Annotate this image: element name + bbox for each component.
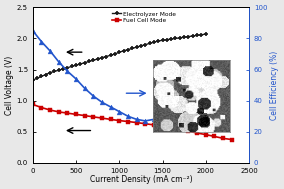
Fuel Cell Mode: [66, 112, 69, 114]
Electrolyzer Mode: [143, 43, 147, 46]
Electrolyzer Mode: [74, 64, 78, 66]
Y-axis label: Cell Efficiency (%): Cell Efficiency (%): [270, 50, 279, 120]
Y-axis label: Cell Voltage (V): Cell Voltage (V): [5, 56, 14, 115]
Electrolyzer Mode: [40, 75, 43, 77]
Electrolyzer Mode: [83, 62, 86, 64]
Fuel Cell Mode: [48, 109, 52, 111]
Electrolyzer Mode: [191, 35, 195, 37]
Fuel Cell Mode: [31, 103, 34, 105]
Fuel Cell Mode: [74, 113, 78, 115]
Electrolyzer Mode: [195, 34, 199, 36]
Fuel Cell Mode: [230, 138, 233, 141]
Electrolyzer Mode: [44, 73, 47, 76]
Electrolyzer Mode: [204, 33, 207, 35]
Electrolyzer Mode: [200, 34, 203, 36]
Electrolyzer Mode: [109, 54, 112, 56]
Fuel Cell Mode: [204, 133, 207, 136]
Electrolyzer Mode: [113, 53, 117, 55]
Electrolyzer Mode: [92, 59, 95, 61]
Electrolyzer Mode: [182, 36, 186, 38]
Fuel Cell Mode: [126, 120, 130, 123]
Fuel Cell Mode: [100, 117, 104, 119]
Electrolyzer Mode: [31, 79, 34, 81]
Line: Electrolyzer Mode: Electrolyzer Mode: [30, 32, 208, 83]
Fuel Cell Mode: [92, 116, 95, 118]
Electrolyzer Mode: [131, 47, 134, 50]
Fuel Cell Mode: [109, 118, 112, 120]
Electrolyzer Mode: [53, 70, 56, 73]
Fuel Cell Mode: [170, 127, 173, 129]
X-axis label: Current Density (mA cm⁻²): Current Density (mA cm⁻²): [89, 175, 192, 184]
Electrolyzer Mode: [187, 36, 190, 38]
Legend: Electrolyzer Mode, Fuel Cell Mode: Electrolyzer Mode, Fuel Cell Mode: [111, 10, 177, 24]
Electrolyzer Mode: [87, 60, 91, 63]
Electrolyzer Mode: [135, 46, 138, 48]
Electrolyzer Mode: [161, 39, 164, 41]
Fuel Cell Mode: [118, 119, 121, 122]
Electrolyzer Mode: [139, 45, 143, 47]
Line: Fuel Cell Mode: Fuel Cell Mode: [31, 102, 234, 142]
Electrolyzer Mode: [100, 57, 104, 59]
Fuel Cell Mode: [221, 137, 225, 139]
Electrolyzer Mode: [70, 65, 73, 68]
Electrolyzer Mode: [152, 41, 156, 43]
Fuel Cell Mode: [135, 122, 138, 124]
Fuel Cell Mode: [178, 128, 181, 130]
Fuel Cell Mode: [152, 124, 156, 126]
Electrolyzer Mode: [122, 50, 125, 52]
Electrolyzer Mode: [96, 58, 99, 60]
Fuel Cell Mode: [83, 115, 86, 117]
Electrolyzer Mode: [174, 37, 177, 40]
Electrolyzer Mode: [148, 42, 151, 45]
Fuel Cell Mode: [40, 106, 43, 109]
Fuel Cell Mode: [57, 111, 60, 113]
Electrolyzer Mode: [61, 68, 65, 70]
Electrolyzer Mode: [57, 69, 60, 71]
Fuel Cell Mode: [195, 132, 199, 134]
Electrolyzer Mode: [178, 37, 181, 39]
Fuel Cell Mode: [161, 125, 164, 127]
Electrolyzer Mode: [118, 51, 121, 53]
Electrolyzer Mode: [36, 77, 39, 79]
Fuel Cell Mode: [143, 122, 147, 125]
Electrolyzer Mode: [170, 38, 173, 40]
Electrolyzer Mode: [126, 49, 130, 51]
Fuel Cell Mode: [187, 130, 190, 132]
Electrolyzer Mode: [156, 40, 160, 42]
Fuel Cell Mode: [213, 135, 216, 138]
Electrolyzer Mode: [66, 67, 69, 69]
Electrolyzer Mode: [79, 63, 82, 65]
Electrolyzer Mode: [165, 39, 168, 41]
Electrolyzer Mode: [48, 72, 52, 74]
Electrolyzer Mode: [105, 55, 108, 58]
